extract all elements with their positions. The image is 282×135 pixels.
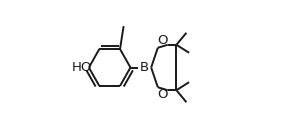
Text: O: O: [157, 88, 168, 101]
Text: HO: HO: [71, 61, 92, 74]
Text: B: B: [140, 61, 149, 74]
Text: O: O: [157, 34, 168, 47]
